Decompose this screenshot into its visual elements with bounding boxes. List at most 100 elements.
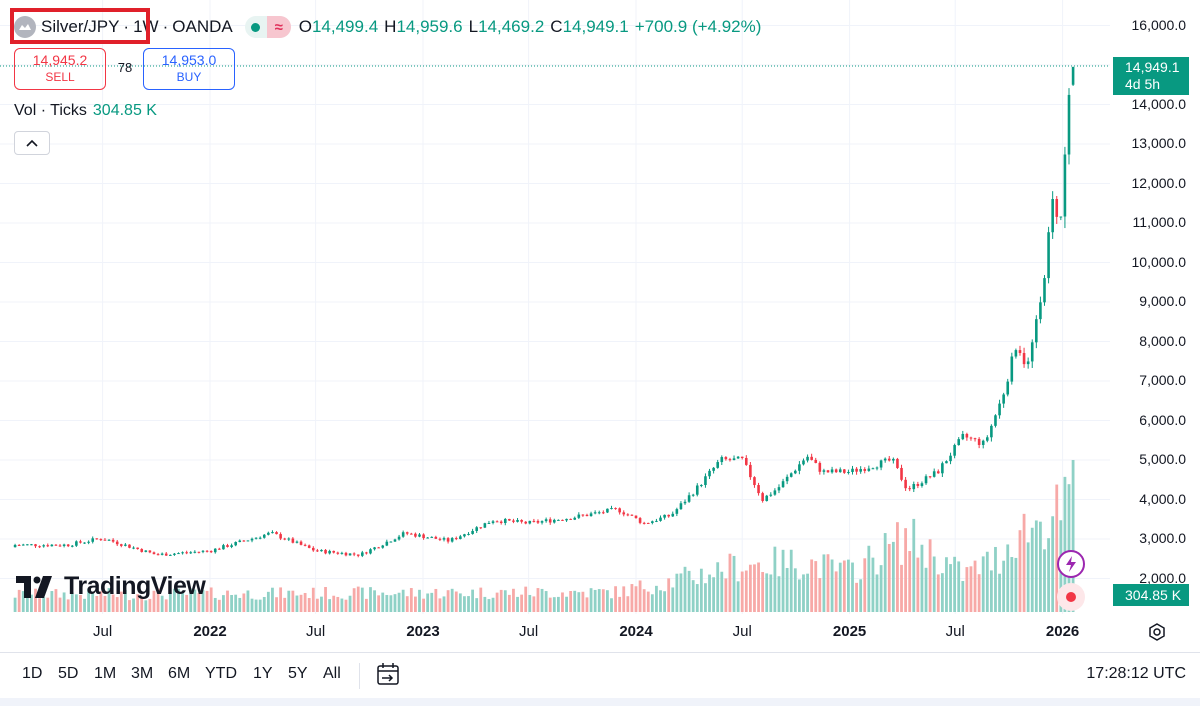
candle [348,553,352,556]
candle [843,468,846,474]
candle [352,552,356,557]
candle [1055,195,1059,224]
volume-bar [736,581,740,612]
candle-body [348,553,352,556]
candle [75,540,78,547]
candle [148,550,152,554]
candle [332,550,336,554]
volume-bar [512,588,515,612]
volume-bar [503,590,507,612]
volume-bar [115,597,119,612]
utc-clock[interactable]: 17:28:12 UTC [1086,665,1186,682]
candle [62,543,66,548]
candle [626,513,630,517]
range-button-1y[interactable]: 1Y [253,665,273,682]
range-button-ytd[interactable]: YTD [205,665,237,682]
candle-body [160,553,164,555]
volume-bar [499,589,503,612]
date-range-button[interactable] [374,662,402,688]
candle-body [316,550,319,552]
volume-bar [977,574,981,612]
candle-body [373,547,376,550]
candle-body [936,471,940,474]
candle-body [495,521,499,523]
tradingview-logo[interactable]: TradingView [16,572,206,601]
candle [234,541,237,547]
volume-bar [397,592,401,612]
volume-bar [107,588,111,612]
volume-bar [438,598,442,612]
candle [900,464,903,482]
candle [847,469,850,475]
candle-body [581,514,585,516]
candle-body [1067,94,1071,155]
candle-body [1010,356,1014,382]
lightning-button[interactable] [1057,550,1085,578]
candle [17,544,21,546]
volume-bar [307,598,311,612]
range-button-1d[interactable]: 1D [22,665,43,682]
volume-bar [655,585,658,612]
candle [1006,378,1010,397]
candle-body [238,540,242,543]
range-button-5d[interactable]: 5D [58,665,79,682]
candle [610,505,613,510]
candle [246,540,250,542]
volume-bar [348,595,352,612]
candle-body [949,455,952,462]
candle-body [1043,278,1046,303]
collapse-legend-button[interactable] [14,131,50,155]
candle-body [1006,381,1010,395]
volume-bar [140,596,144,612]
range-button-1m[interactable]: 1M [94,665,117,682]
candle-body [875,467,879,469]
volume-bar [687,570,691,612]
candle-body [912,484,916,490]
range-button-3m[interactable]: 3M [131,665,154,682]
symbol-legend[interactable]: Silver/JPY · 1W · OANDA ≈ O 14,499.4 H 14,… [14,14,761,40]
candle-body [1030,342,1034,362]
range-button-all[interactable]: All [323,665,341,682]
candle [757,482,760,496]
symbol-name[interactable]: Silver/JPY [41,17,120,36]
candle-body [42,545,45,547]
candle-body [638,518,642,523]
candle-body [405,532,409,534]
record-button[interactable] [1057,583,1085,611]
range-button-5y[interactable]: 5Y [288,665,308,682]
candle [377,546,380,549]
candle-body [132,547,135,549]
volume-bar [1002,560,1006,612]
buy-button[interactable]: 14,953.0 BUY [143,48,235,90]
volume-bar [961,581,965,612]
candle [1026,357,1030,369]
volume-bar [544,591,548,612]
auto-scale-button[interactable] [1146,621,1168,643]
candle-body [226,545,229,547]
interval-label[interactable]: 1W [133,17,159,36]
volume-bar [295,595,299,612]
high-key: H [384,17,397,36]
candle-body [585,514,589,517]
sell-button[interactable]: 14,945.2 SELL [14,48,106,90]
volume-bar [781,549,785,612]
candle [908,485,911,492]
data-delay-icon: ≈ [266,16,291,38]
market-status-pill[interactable]: ≈ [244,16,291,38]
candle [512,518,515,524]
candle-body [463,534,466,537]
price-tick-label: 8,000.0 [1139,332,1186,349]
candle-body [446,538,450,542]
volume-bar [834,571,838,612]
volume-bar [328,599,332,612]
volume-bar [663,591,666,612]
candle [442,536,446,542]
candle-body [508,518,511,521]
volume-bar [495,592,499,612]
range-button-6m[interactable]: 6M [168,665,191,682]
volume-legend[interactable]: Vol · Ticks 304.85 K [14,102,157,120]
candle-body [303,544,307,546]
volume-bar [675,573,679,612]
volume-bar [54,589,58,612]
